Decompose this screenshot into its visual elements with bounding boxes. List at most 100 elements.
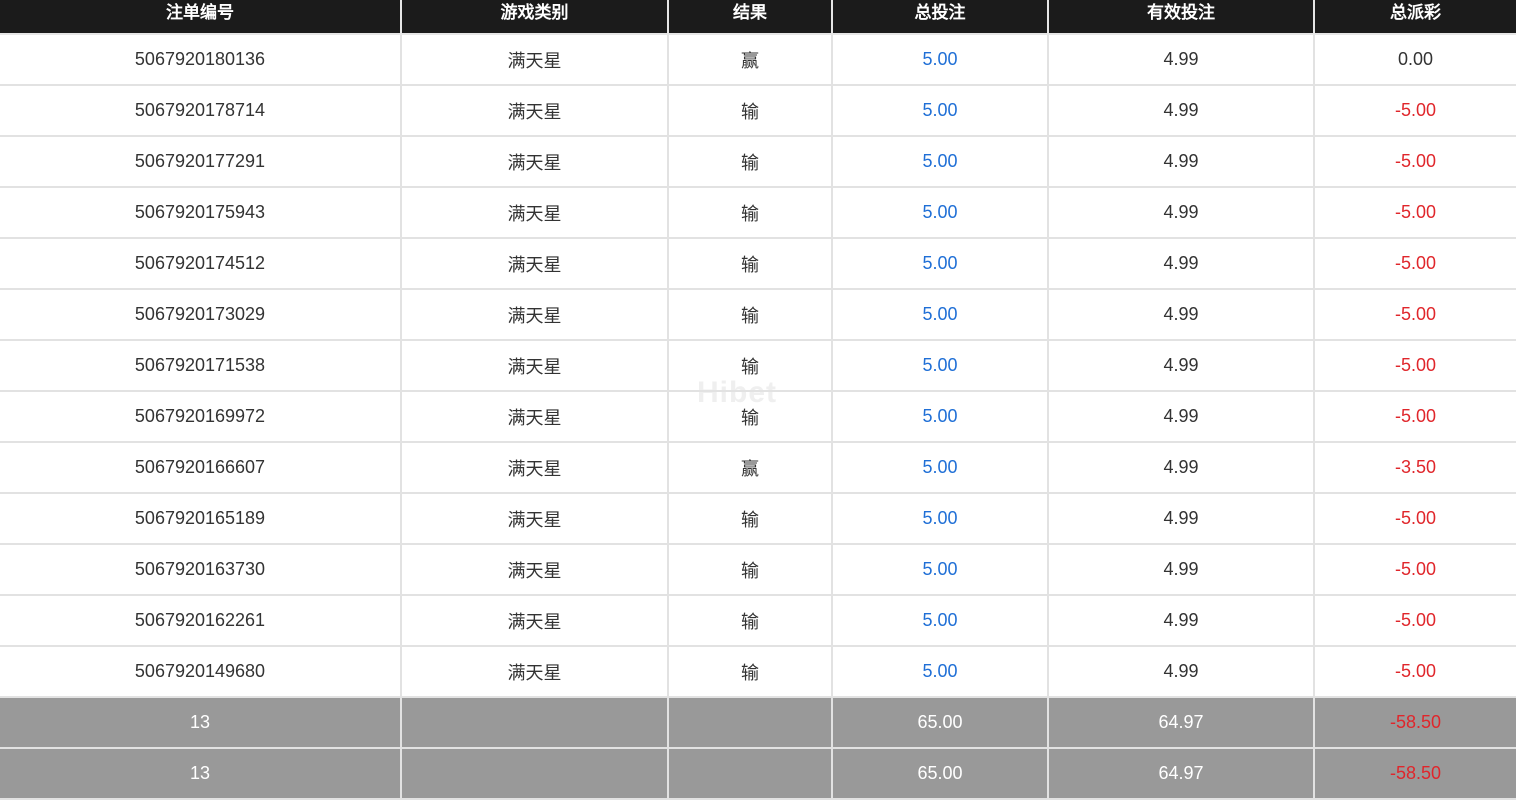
bet-id: 5067920173029: [0, 288, 402, 341]
table-row: 5067920174512 满天星输 5.00 4.99 -5.00: [0, 237, 1516, 290]
payout: -5.00: [1313, 645, 1516, 698]
table-row: 5067920169972 满天星输 5.00 4.99 -5.00: [0, 390, 1516, 443]
header-result: 结果: [667, 0, 833, 35]
total-row: 13 65.00 64.97 -58.50: [0, 696, 1516, 749]
payout: -5.00: [1313, 237, 1516, 290]
bet-id: 5067920177291: [0, 135, 402, 188]
game-type: 满天星: [400, 288, 669, 341]
bet-id: 5067920175943: [0, 186, 402, 239]
payout: 0.00: [1313, 33, 1516, 86]
valid-bet: 4.99: [1047, 645, 1315, 698]
game-type: 满天星: [400, 33, 669, 86]
bet-id: 5067920178714: [0, 84, 402, 137]
watermark-logo: Hibet: [697, 376, 777, 409]
result: 输: [667, 645, 833, 698]
game-type: 满天星: [400, 237, 669, 290]
valid-bet: 4.99: [1047, 288, 1315, 341]
payout: -5.00: [1313, 492, 1516, 545]
table-row: 5067920171538 满天星输 5.00 4.99 -5.00: [0, 339, 1516, 392]
table-row: 5067920175943 满天星输 5.00 4.99 -5.00: [0, 186, 1516, 239]
bet-id: 5067920180136: [0, 33, 402, 86]
header-game-type: 游戏类别: [400, 0, 669, 35]
result: 赢: [667, 441, 833, 494]
payout: -5.00: [1313, 339, 1516, 392]
bet-id: 5067920149680: [0, 645, 402, 698]
valid-bet: 4.99: [1047, 441, 1315, 494]
total-row: 13 65.00 64.97 -58.50: [0, 747, 1516, 800]
total-bet-sum: 65.00: [831, 696, 1049, 749]
empty-cell: [400, 696, 669, 749]
payout: -5.00: [1313, 186, 1516, 239]
game-type: 满天星: [400, 492, 669, 545]
total-bet: 5.00: [831, 33, 1049, 86]
valid-bet-sum: 64.97: [1047, 747, 1315, 800]
result: 输: [667, 390, 833, 443]
table-row: 5067920180136 满天星赢 5.00 4.99 0.00: [0, 33, 1516, 86]
result: 输: [667, 288, 833, 341]
valid-bet: 4.99: [1047, 594, 1315, 647]
bet-id: 5067920163730: [0, 543, 402, 596]
total-count: 13: [0, 696, 402, 749]
game-type: 满天星: [400, 543, 669, 596]
game-type: 满天星: [400, 84, 669, 137]
table-row: 5067920149680 满天星输 5.00 4.99 -5.00: [0, 645, 1516, 698]
total-count: 13: [0, 747, 402, 800]
payout: -5.00: [1313, 135, 1516, 188]
total-bet: 5.00: [831, 135, 1049, 188]
result: 输: [667, 492, 833, 545]
valid-bet: 4.99: [1047, 186, 1315, 239]
payout: -3.50: [1313, 441, 1516, 494]
result: 输: [667, 594, 833, 647]
table-row: 5067920178714 满天星输 5.00 4.99 -5.00: [0, 84, 1516, 137]
bet-id: 5067920169972: [0, 390, 402, 443]
table-row: 5067920165189 满天星输 5.00 4.99 -5.00: [0, 492, 1516, 545]
result: 输: [667, 237, 833, 290]
payout-sum: -58.50: [1313, 696, 1516, 749]
total-bet: 5.00: [831, 441, 1049, 494]
payout: -5.00: [1313, 84, 1516, 137]
total-bet: 5.00: [831, 645, 1049, 698]
valid-bet: 4.99: [1047, 492, 1315, 545]
valid-bet: 4.99: [1047, 339, 1315, 392]
game-type: 满天星: [400, 645, 669, 698]
game-type: 满天星: [400, 390, 669, 443]
table-row: 5067920166607 满天星赢 5.00 4.99 -3.50: [0, 441, 1516, 494]
table-row: 5067920177291 满天星输 5.00 4.99 -5.00: [0, 135, 1516, 188]
bet-id: 5067920162261: [0, 594, 402, 647]
valid-bet: 4.99: [1047, 543, 1315, 596]
total-bet: 5.00: [831, 390, 1049, 443]
valid-bet: 4.99: [1047, 33, 1315, 86]
empty-cell: [667, 747, 833, 800]
header-valid-bet: 有效投注: [1047, 0, 1315, 35]
table-row: 5067920173029 满天星输 5.00 4.99 -5.00: [0, 288, 1516, 341]
payout: -5.00: [1313, 390, 1516, 443]
game-type: 满天星: [400, 339, 669, 392]
valid-bet: 4.99: [1047, 84, 1315, 137]
total-bet-sum: 65.00: [831, 747, 1049, 800]
result: 输: [667, 339, 833, 392]
valid-bet: 4.99: [1047, 135, 1315, 188]
game-type: 满天星: [400, 441, 669, 494]
table-row: 5067920162261 满天星输 5.00 4.99 -5.00: [0, 594, 1516, 647]
result: 输: [667, 84, 833, 137]
total-bet: 5.00: [831, 594, 1049, 647]
valid-bet-sum: 64.97: [1047, 696, 1315, 749]
table-header-row: 注单编号 游戏类别 结果 总投注 有效投注 总派彩: [0, 0, 1516, 35]
empty-cell: [667, 696, 833, 749]
table-row: 5067920163730 满天星输 5.00 4.99 -5.00: [0, 543, 1516, 596]
header-payout: 总派彩: [1313, 0, 1516, 35]
game-type: 满天星: [400, 186, 669, 239]
total-bet: 5.00: [831, 84, 1049, 137]
header-bet-id: 注单编号: [0, 0, 402, 35]
total-bet: 5.00: [831, 492, 1049, 545]
result: 输: [667, 186, 833, 239]
result: 输: [667, 135, 833, 188]
bet-id: 5067920171538: [0, 339, 402, 392]
payout: -5.00: [1313, 288, 1516, 341]
total-bet: 5.00: [831, 543, 1049, 596]
bet-id: 5067920166607: [0, 441, 402, 494]
game-type: 满天星: [400, 594, 669, 647]
total-bet: 5.00: [831, 288, 1049, 341]
bet-id: 5067920165189: [0, 492, 402, 545]
valid-bet: 4.99: [1047, 237, 1315, 290]
